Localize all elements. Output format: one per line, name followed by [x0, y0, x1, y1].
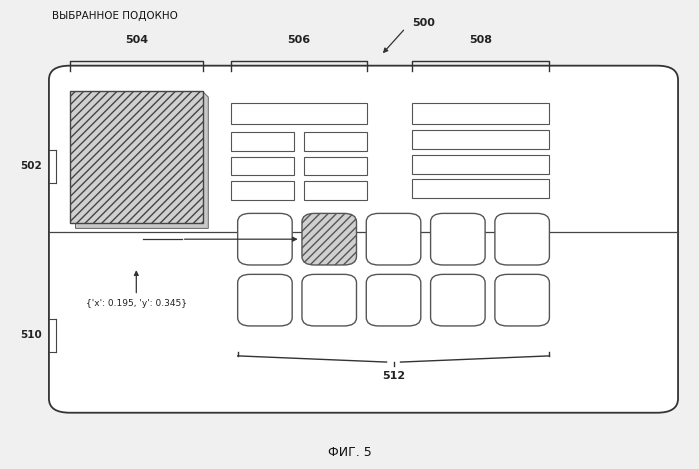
Bar: [231, 103, 367, 124]
FancyBboxPatch shape: [302, 213, 356, 265]
Bar: [231, 132, 294, 151]
Bar: [304, 157, 367, 175]
FancyBboxPatch shape: [302, 274, 356, 326]
FancyBboxPatch shape: [366, 274, 421, 326]
Bar: [304, 181, 367, 200]
FancyBboxPatch shape: [431, 213, 485, 265]
Bar: [231, 157, 294, 175]
Bar: [412, 155, 549, 174]
Text: 510: 510: [20, 330, 43, 340]
FancyBboxPatch shape: [238, 274, 292, 326]
Text: 508: 508: [470, 35, 492, 45]
Bar: [70, 91, 203, 223]
Bar: [412, 103, 549, 124]
FancyBboxPatch shape: [49, 66, 678, 413]
FancyBboxPatch shape: [495, 213, 549, 265]
Text: 504: 504: [124, 35, 148, 45]
Bar: [412, 179, 549, 198]
Text: 506: 506: [287, 35, 311, 45]
FancyBboxPatch shape: [366, 213, 421, 265]
Text: ФИГ. 5: ФИГ. 5: [328, 446, 371, 459]
Bar: [231, 181, 294, 200]
Bar: [304, 132, 367, 151]
Text: {'x': 0.195, 'y': 0.345}: {'x': 0.195, 'y': 0.345}: [86, 299, 187, 308]
Polygon shape: [75, 91, 208, 228]
FancyBboxPatch shape: [238, 213, 292, 265]
Text: 502: 502: [20, 161, 43, 172]
Text: 500: 500: [412, 18, 435, 29]
Text: ВЫБРАННОЕ ПОДОКНО: ВЫБРАННОЕ ПОДОКНО: [52, 11, 178, 22]
FancyBboxPatch shape: [495, 274, 549, 326]
Text: 512: 512: [382, 371, 405, 380]
Bar: [412, 130, 549, 149]
FancyBboxPatch shape: [431, 274, 485, 326]
